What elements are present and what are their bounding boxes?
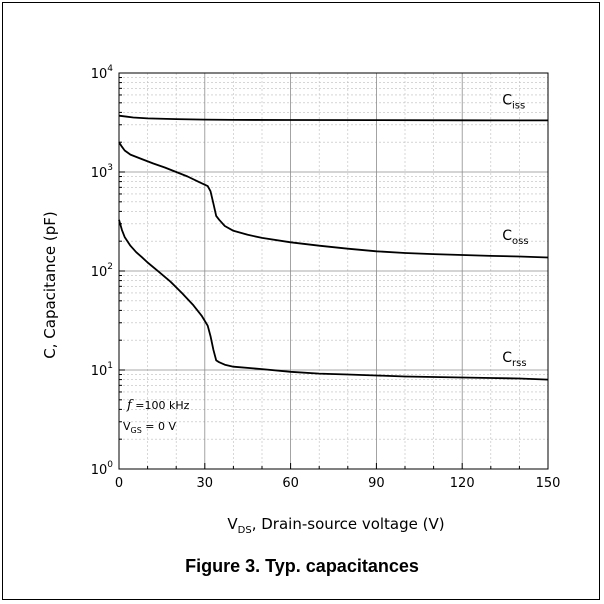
x-tick-label: 90 [368, 476, 385, 491]
x-tick-labels: 0 30 60 90 120 150 [115, 476, 561, 491]
y-tick-label-exponent: 0 [107, 460, 113, 470]
y-tick-label-base: 10 [91, 265, 108, 280]
y-tick-label: 102 [91, 262, 113, 280]
series-line-coss [118, 141, 549, 259]
x-axis-label: VDS, Drain-source voltage (V) [227, 515, 444, 536]
y-tick-label: 101 [91, 361, 113, 379]
annotation-frequency-symbol: f [126, 398, 134, 413]
figure-caption: Figure 3. Typ. capacitances [185, 556, 419, 576]
x-axis-label-sub: DS [238, 525, 252, 536]
series-label-coss: Coss [502, 228, 528, 247]
series-label-sub: oss [512, 236, 529, 247]
y-tick-label-base: 10 [91, 166, 108, 181]
y-tick-label: 103 [91, 163, 113, 181]
annotation-vgs: VGS = 0 V [123, 420, 177, 435]
x-tick-label: 150 [536, 476, 561, 491]
series-label-sub: iss [512, 100, 525, 111]
x-axis-label-main: V [227, 515, 238, 533]
y-tick-label-base: 10 [91, 67, 108, 82]
series-label-main: C [502, 228, 512, 244]
y-axis-label: C, Capacitance (pF) [41, 211, 59, 358]
y-tick-label: 100 [91, 460, 114, 478]
grid-major [119, 73, 548, 469]
grid-minor [119, 73, 548, 469]
y-tick-label-exponent: 1 [107, 361, 113, 371]
y-tick-label-exponent: 3 [107, 163, 113, 173]
y-tick-label-exponent: 2 [107, 262, 113, 272]
annotation-frequency-value: =100 kHz [132, 399, 190, 412]
annotation-vgs-main: V [123, 420, 131, 433]
x-tick-label: 0 [115, 476, 123, 491]
series-label-sub: rss [512, 358, 527, 369]
series-label-main: C [502, 92, 512, 108]
x-axis-label-rest: , Drain-source voltage (V) [252, 515, 445, 533]
series-line-ciss [118, 114, 549, 122]
x-tick-label: 120 [450, 476, 475, 491]
series-label-ciss: Ciss [502, 92, 525, 111]
annotation-vgs-sub: GS [131, 426, 142, 435]
y-tick-label: 104 [91, 64, 114, 82]
y-tick-label-base: 10 [91, 463, 108, 478]
axis-ticks [118, 72, 549, 470]
annotation-vgs-rest: = 0 V [142, 420, 177, 433]
y-tick-label-exponent: 4 [107, 64, 113, 74]
series-lines [118, 114, 549, 381]
series-label-crss: Crss [502, 350, 526, 369]
series-line-crss [118, 219, 549, 381]
x-tick-label: 30 [197, 476, 214, 491]
y-tick-label-base: 10 [91, 364, 108, 379]
annotation-frequency: f =100 kHz [126, 398, 190, 413]
x-tick-label: 60 [282, 476, 299, 491]
series-label-main: C [502, 350, 512, 366]
